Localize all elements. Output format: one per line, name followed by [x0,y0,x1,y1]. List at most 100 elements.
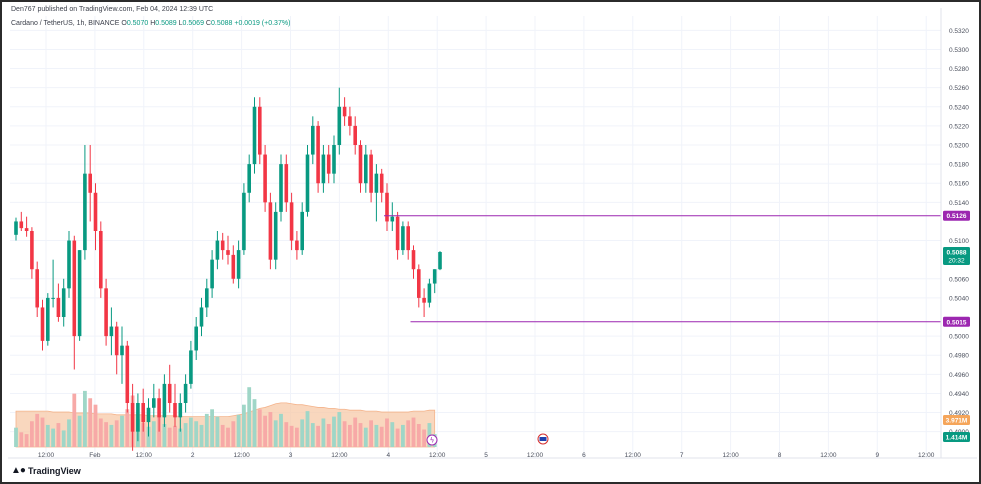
time-axis: 12:00 Feb 12:00 2 12:00 3 12:00 4 12:00 5 12:00 6 12… [8,433,977,459]
candle-body [72,240,77,337]
volume-bar [183,423,188,447]
volume-bar [374,424,379,447]
price-axis: 0.5320 0.5300 0.5280 0.5260 0.5240 0.5220 0.52… [940,8,970,458]
candle-body [205,288,209,308]
candle-body [358,145,363,184]
x-tick-label: 12:00 [625,452,642,459]
ohlc-close: 0.5088 [210,20,233,27]
volume-bar [348,424,352,447]
countdown-label: 20:32 [948,258,965,265]
symbol-legend: Cardano / TetherUS, 1h, BINANCE O0.5070 … [11,20,290,27]
y-tick-label: 0.4960 [949,372,969,379]
y-tick-label: 0.5000 [949,334,969,341]
volume-bar [199,424,204,447]
candle-body [385,192,389,222]
candle-body [263,154,267,203]
volume-bar [316,425,320,447]
ohlc-high: 0.5089 [155,20,177,27]
candle-body [24,228,29,231]
volume-bar [109,424,114,447]
x-tick-label: 4 [386,452,390,459]
volume-bar [390,422,395,447]
candle-body [189,350,193,384]
candle-body [77,250,82,337]
volume-bar [162,424,167,447]
candle-body [427,283,432,303]
lightning-icon [426,434,438,446]
candle-body [321,154,326,184]
candle-body [141,403,145,423]
volume-pane [14,387,437,448]
volume-bar [337,412,342,447]
x-tick-label: 12:00 [38,452,55,459]
candle-body [146,407,151,423]
candle-body [438,252,442,270]
candle-body [99,231,103,289]
x-tick-label: 12:00 [820,452,837,459]
volume-bar [40,417,45,447]
volume-bar [88,398,93,447]
candle-body [395,216,400,251]
candle-body [432,269,437,284]
candle-body [30,231,34,270]
resistance-price-label: 0.5126 [947,213,967,220]
volume-ma-label-bg [943,415,970,425]
candle-body [173,403,177,418]
y-tick-label: 0.5300 [949,47,969,54]
volume-bar [416,424,421,447]
resistance-price-label-bg [943,210,970,221]
candle-body [130,403,135,432]
candle-body [353,125,357,145]
volume-bar [385,418,389,447]
y-tick-label: 0.5220 [949,123,969,130]
candle-body [332,145,336,174]
volume-bar [178,428,183,447]
volume-bar [120,415,124,447]
candle-body [364,154,368,184]
candle-body [390,216,395,222]
candle-body [199,307,204,327]
volume-bar [104,422,108,447]
volume-bar [300,419,305,447]
volume-bar [268,412,273,447]
candle-body [236,250,241,279]
volume-bar [231,421,236,447]
volume-bar [369,420,373,447]
x-tick-label: 12:00 [918,452,935,459]
candle-body [316,125,320,184]
candle-body [104,288,108,337]
volume-bar [226,427,230,447]
candle-body [406,226,410,251]
volume-bar [61,430,66,447]
volume-bar [363,427,368,447]
candle-body [252,106,257,165]
candle-body [268,202,273,260]
volume-bar [14,427,18,447]
volume-bar [167,427,172,447]
x-tick-label: 7 [680,452,684,459]
volume-bar [406,420,411,447]
candle-body [125,345,130,403]
tradingview-logo[interactable]: ▲● TradingView [11,465,81,476]
volume-bar [72,393,77,447]
volume-bar [189,417,193,447]
candle-body [109,326,114,337]
candle-body [167,383,172,403]
y-tick-label: 0.5160 [949,181,969,188]
candle-body [120,345,124,356]
current-price-label: 0.5088 [947,250,967,257]
volume-label-bg [943,432,970,442]
volume-bar [141,423,146,447]
candle-body [46,297,50,341]
ohlc-low-label: L [178,20,183,27]
support-price-label-bg [943,316,970,327]
candle-body [178,403,183,418]
volume-bar [427,423,432,447]
volume-bar [45,424,50,447]
y-tick-label: 0.5060 [949,276,969,283]
candle-body [422,297,426,303]
volume-bar [204,413,209,447]
volume-bar [67,419,71,447]
candle-body [51,297,55,299]
